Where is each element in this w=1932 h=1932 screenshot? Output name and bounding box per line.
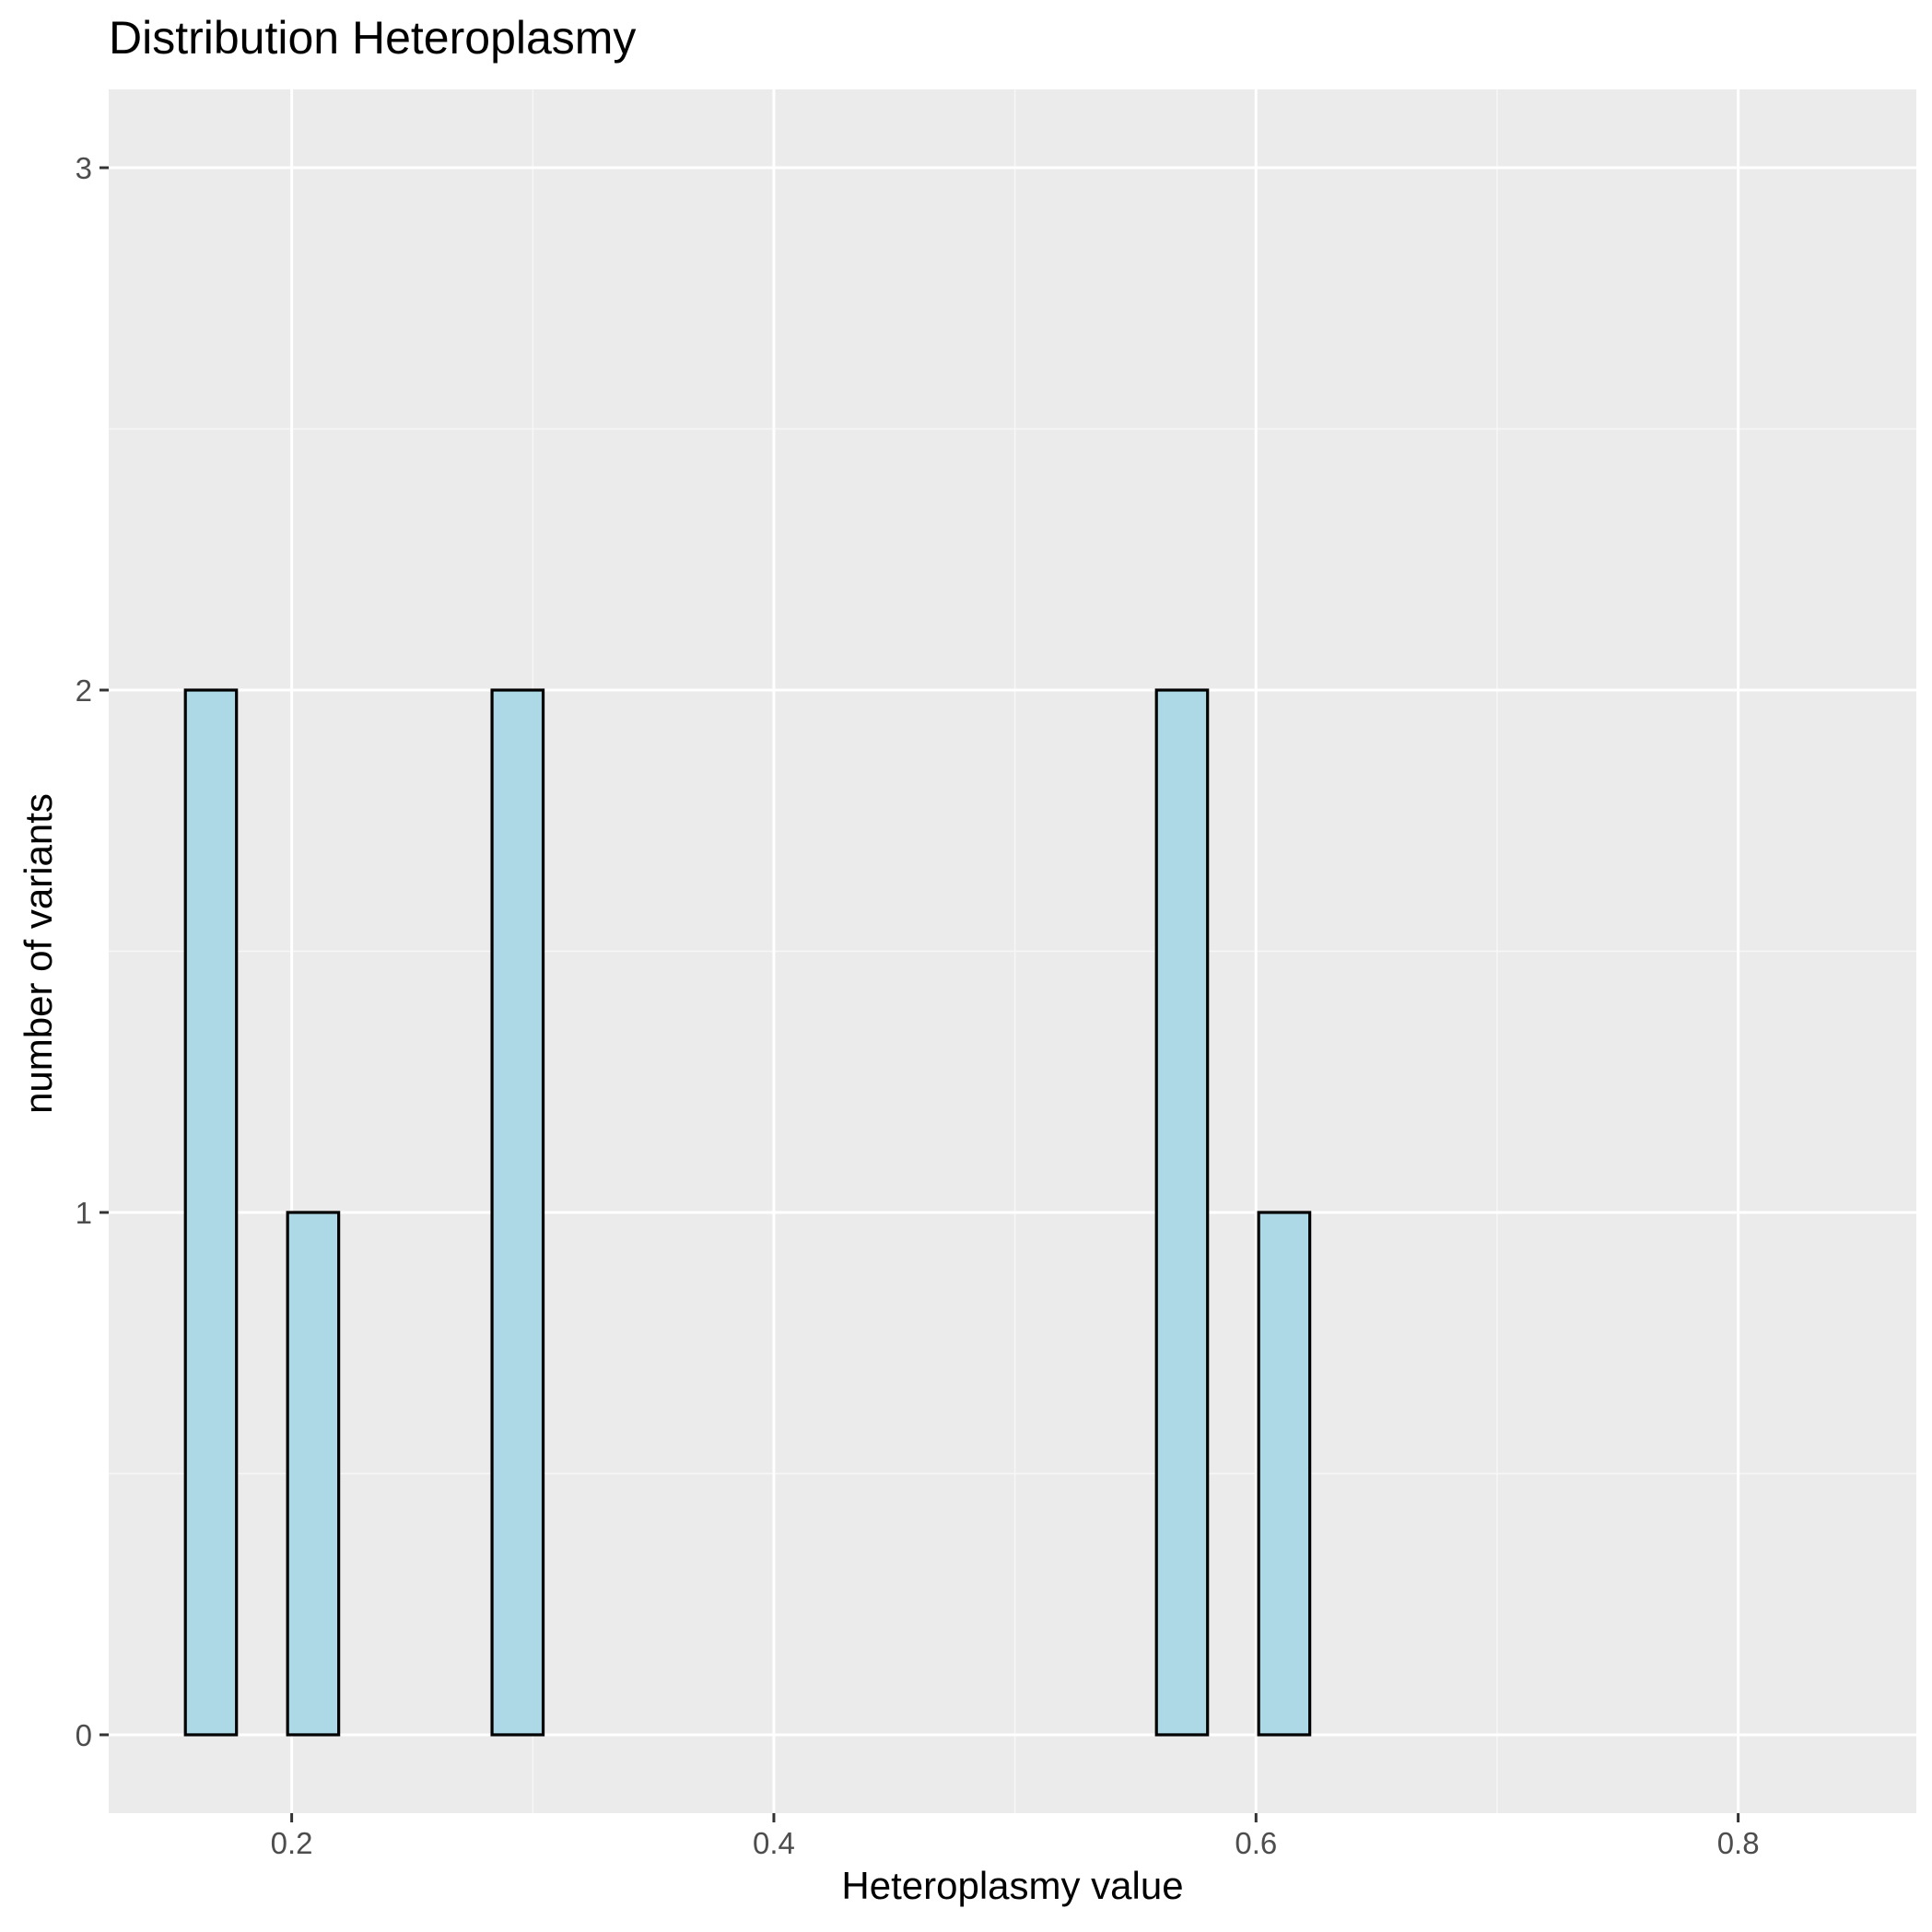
axes: 0.2 0.4 0.6 0.8 0 1 2 3	[76, 151, 1760, 1860]
y-axis-label: number of variants	[16, 793, 60, 1114]
grid-lines	[109, 89, 1916, 1813]
x-tick-label: 0.2	[271, 1826, 313, 1860]
histogram-bars	[183, 688, 1312, 1737]
x-axis-label: Heteroplasmy value	[841, 1864, 1184, 1907]
chart-title: Distribution Heteroplasmy	[109, 12, 637, 64]
x-tick-label: 0.4	[753, 1826, 795, 1860]
y-tick-label: 2	[76, 673, 92, 708]
y-tick-label: 3	[76, 151, 92, 185]
x-tick-label: 0.6	[1235, 1826, 1277, 1860]
histogram-bar	[1257, 1211, 1312, 1737]
histogram-bar	[183, 688, 239, 1737]
y-tick-label: 0	[76, 1718, 92, 1752]
x-tick-label: 0.8	[1717, 1826, 1760, 1860]
histogram-bar	[1154, 688, 1210, 1737]
histogram-bar	[286, 1211, 341, 1737]
histogram-bar	[490, 688, 545, 1737]
y-tick-label: 1	[76, 1196, 92, 1230]
